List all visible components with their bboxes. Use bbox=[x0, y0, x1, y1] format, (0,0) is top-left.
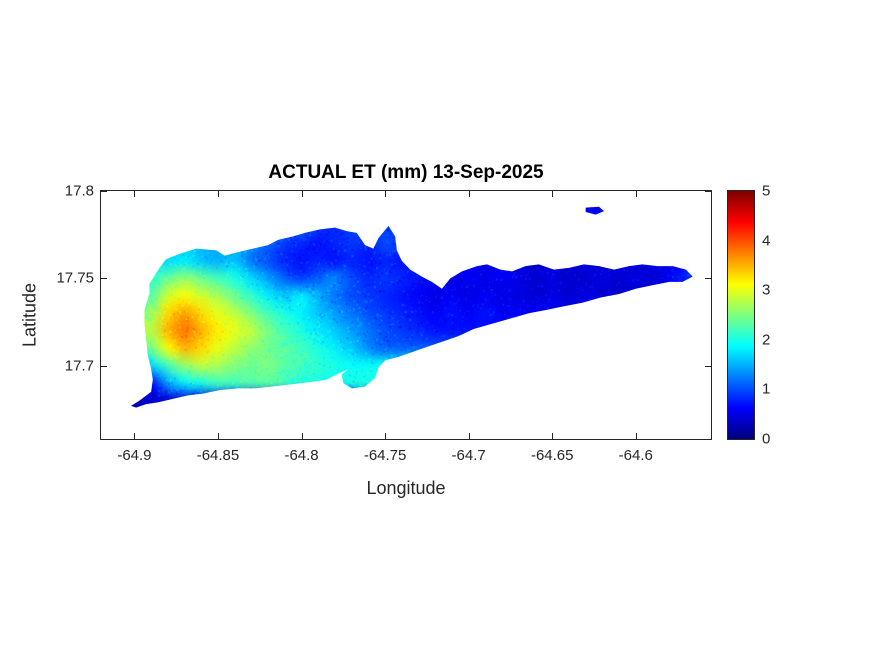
y-tick-label: 17.8 bbox=[64, 182, 94, 200]
x-tick-label: -64.75 bbox=[363, 447, 407, 464]
y-tick bbox=[101, 191, 107, 192]
plot-area bbox=[100, 190, 712, 440]
x-tick bbox=[134, 433, 136, 439]
x-tick bbox=[635, 433, 637, 439]
x-tick bbox=[301, 433, 303, 439]
y-tick-label: 17.7 bbox=[64, 357, 94, 375]
y-tick-mirror bbox=[705, 278, 711, 280]
y-tick-label: 17.75 bbox=[56, 269, 94, 287]
heatmap-canvas bbox=[101, 191, 711, 439]
y-tick-mirror bbox=[705, 191, 711, 192]
x-tick-mirror bbox=[552, 191, 554, 197]
colorbar-tick-label: 4 bbox=[762, 232, 771, 250]
x-tick-mirror bbox=[635, 191, 637, 197]
colorbar-canvas bbox=[728, 191, 754, 439]
colorbar-tick-label: 2 bbox=[762, 331, 771, 349]
colorbar-tick-label: 5 bbox=[762, 182, 771, 200]
x-tick-label: -64.6 bbox=[618, 447, 653, 464]
x-tick-mirror bbox=[301, 191, 303, 197]
x-axis-label: Longitude bbox=[366, 478, 446, 498]
x-tick bbox=[217, 433, 219, 439]
colorbar-tick-label: 1 bbox=[762, 380, 771, 398]
x-tick-label: -64.85 bbox=[196, 447, 240, 464]
x-tick bbox=[385, 433, 387, 439]
y-tick bbox=[101, 365, 107, 367]
x-tick-label: -64.7 bbox=[451, 447, 486, 464]
x-tick-label: -64.8 bbox=[284, 447, 319, 464]
x-tick-mirror bbox=[134, 191, 136, 197]
x-tick-mirror bbox=[217, 191, 219, 197]
x-tick bbox=[468, 433, 470, 439]
colorbar bbox=[727, 190, 755, 440]
colorbar-tick-label: 3 bbox=[762, 281, 771, 299]
y-axis-label: Latitude bbox=[19, 282, 40, 348]
x-tick-mirror bbox=[385, 191, 387, 197]
y-tick-mirror bbox=[705, 365, 711, 367]
x-tick-mirror bbox=[468, 191, 470, 197]
x-tick-label: -64.65 bbox=[530, 447, 574, 464]
colorbar-tick-label: 0 bbox=[762, 430, 771, 448]
y-tick bbox=[101, 278, 107, 280]
x-tick-label: -64.9 bbox=[117, 447, 152, 464]
chart-title: ACTUAL ET (mm) 13-Sep-2025 bbox=[268, 162, 544, 183]
x-tick bbox=[552, 433, 554, 439]
